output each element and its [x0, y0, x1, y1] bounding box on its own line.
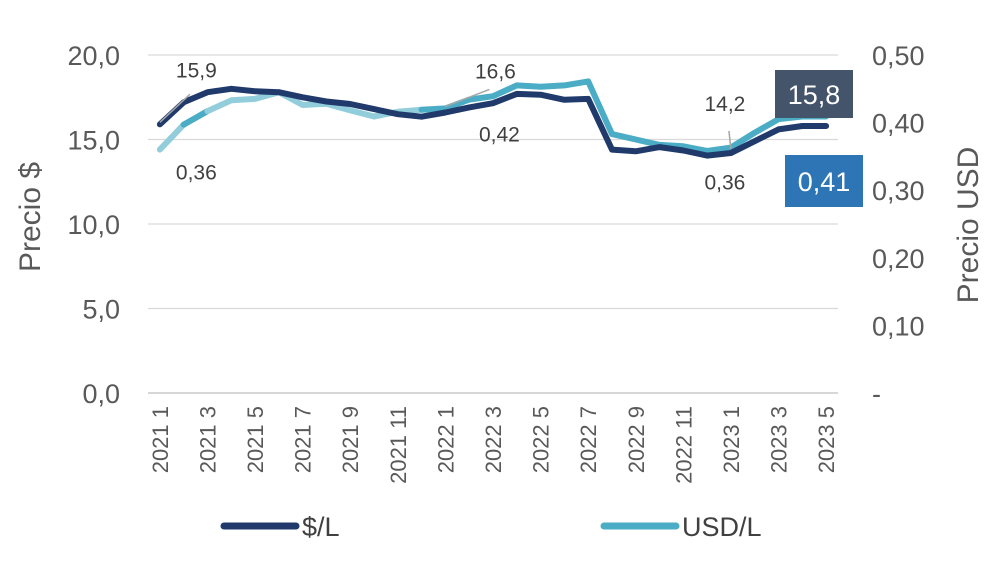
- annotation-label: 0,42: [479, 123, 520, 146]
- x-tick-label: 2021 5: [243, 406, 268, 473]
- end-callouts: 15,8 0,41: [775, 70, 863, 207]
- x-tick-label: 2021 3: [195, 406, 220, 473]
- series-lines: [156, 78, 830, 159]
- y2-tick-label: 0,20: [872, 244, 925, 274]
- y2-tick-label: 0,30: [872, 176, 925, 206]
- x-tick-label: 2022 9: [624, 406, 649, 473]
- x-tick-label: 2021 1: [148, 406, 173, 473]
- callout-box: [785, 155, 863, 207]
- x-tick-label: 2021 9: [338, 406, 363, 473]
- y-tick-label: 10,0: [67, 210, 120, 240]
- annotation-leader-line: [728, 130, 732, 150]
- x-axis-ticks: 2021 1 2021 3 2021 5 2021 7 2021 9 2021 11 202…: [148, 406, 839, 484]
- x-tick-label: 2023 5: [814, 406, 839, 473]
- annotation-leader-line: [159, 93, 191, 123]
- x-tick-label: 2022 11: [671, 406, 696, 484]
- legend: $/L USD/L: [220, 512, 762, 542]
- y-tick-label: 5,0: [82, 295, 120, 325]
- y2-axis-ticks: - 0,10 0,20 0,30 0,40 0,50: [872, 41, 925, 409]
- y2-tick-label: -: [872, 379, 881, 409]
- y2-tick-label: 0,10: [872, 311, 925, 341]
- x-tick-label: 2021 11: [386, 406, 411, 484]
- series-line-usd-start: [156, 121, 187, 153]
- x-tick-label: 2023 3: [767, 406, 792, 473]
- annotation-label: 15,9: [176, 59, 217, 82]
- annotation-label: 14,2: [704, 93, 745, 116]
- x-tick-label: 2022 5: [529, 406, 554, 473]
- y-axis-ticks: 0,0 5,0 10,0 15,0 20,0: [67, 41, 120, 409]
- series-line-usd-early: [180, 108, 211, 128]
- x-tick-label: 2021 7: [291, 406, 316, 473]
- grid-lines: [148, 54, 838, 394]
- data-annotations: 15,9 0,36 16,6 0,42 14,2 0,36: [159, 59, 745, 195]
- legend-label: USD/L: [682, 512, 762, 542]
- y-tick-label: 15,0: [67, 126, 120, 156]
- callout-box: [775, 70, 853, 118]
- series-line-usd: [418, 78, 830, 154]
- y2-tick-label: 0,50: [872, 41, 925, 71]
- x-tick-label: 2022 7: [576, 406, 601, 473]
- y-axis-title: Precio $: [14, 162, 47, 272]
- callout-label: 15,8: [788, 80, 841, 110]
- y2-tick-label: 0,40: [872, 109, 925, 139]
- x-tick-label: 2022 1: [433, 406, 458, 473]
- legend-label: $/L: [302, 512, 340, 542]
- y2-axis-title: Precio USD: [952, 147, 985, 304]
- annotation-leader-line: [445, 88, 490, 108]
- x-tick-label: 2023 1: [719, 406, 744, 473]
- annotation-label: 0,36: [704, 172, 745, 195]
- callout-label: 0,41: [798, 167, 851, 197]
- annotation-label: 0,36: [176, 162, 217, 185]
- x-tick-label: 2022 3: [481, 406, 506, 473]
- y-tick-label: 20,0: [67, 41, 120, 71]
- annotation-label: 16,6: [475, 60, 516, 83]
- y-tick-label: 0,0: [82, 379, 120, 409]
- series-line-pesos: [156, 85, 830, 159]
